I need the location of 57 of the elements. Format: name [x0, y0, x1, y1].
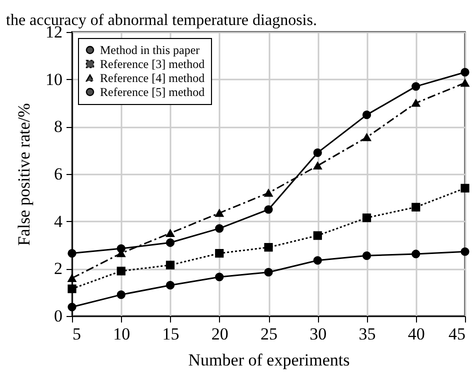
- point: [313, 231, 322, 240]
- point: [166, 280, 175, 290]
- y-tick-label: 6: [54, 164, 62, 184]
- y-axis-title: False positive rate/%: [14, 103, 34, 246]
- point: [264, 189, 273, 197]
- point: [166, 260, 175, 270]
- point: [68, 248, 76, 258]
- point: [68, 302, 76, 312]
- point: [166, 229, 175, 237]
- x-tick-label: 40: [408, 324, 425, 344]
- point: [116, 266, 126, 276]
- point: [460, 68, 470, 77]
- point: [215, 248, 224, 258]
- point: [412, 250, 420, 258]
- x-axis-title: Number of experiments: [188, 350, 350, 370]
- point: [362, 110, 372, 120]
- legend-label: Method in this paper: [100, 43, 200, 57]
- point: [68, 284, 76, 294]
- x-tick-label: 45: [448, 324, 466, 344]
- y-tick-label: 0: [54, 306, 62, 326]
- point: [362, 134, 372, 142]
- point: [313, 162, 322, 170]
- point: [116, 244, 126, 253]
- point: [313, 256, 322, 265]
- y-tick-label: 8: [54, 117, 62, 136]
- x-tick-label: 25: [260, 324, 278, 344]
- point: [412, 82, 420, 91]
- point: [460, 79, 470, 87]
- y-tick-label: 4: [54, 212, 63, 231]
- point: [68, 274, 76, 282]
- point: [362, 213, 372, 222]
- point: [362, 251, 372, 260]
- point: [264, 243, 273, 252]
- x-tick-label: 35: [358, 324, 376, 344]
- point: [116, 290, 126, 299]
- x-tick-label: 30: [310, 324, 327, 344]
- point: [215, 209, 224, 217]
- legend-label: Reference [5] method: [100, 85, 205, 99]
- x-tick-label: 20: [211, 324, 228, 344]
- point: [412, 202, 420, 212]
- x-tick-label: 5: [72, 324, 81, 344]
- point: [460, 247, 470, 256]
- point: [215, 224, 224, 233]
- legend-label: Reference [4] method: [100, 71, 205, 85]
- text: the accuracy of abnormal temperature diagnosis.: [6, 12, 317, 29]
- point: [215, 272, 224, 282]
- point: [412, 99, 420, 107]
- x-tick-label: 15: [162, 324, 180, 344]
- y-tick-label: 2: [54, 259, 62, 278]
- point: [460, 184, 470, 193]
- point: [264, 205, 273, 214]
- x-tick-label: 10: [113, 324, 130, 344]
- y-tick-label: 10: [46, 70, 62, 89]
- point: [264, 268, 273, 277]
- point: [166, 238, 175, 247]
- point: [313, 148, 322, 157]
- legend-label: Reference [3] method: [100, 57, 205, 71]
